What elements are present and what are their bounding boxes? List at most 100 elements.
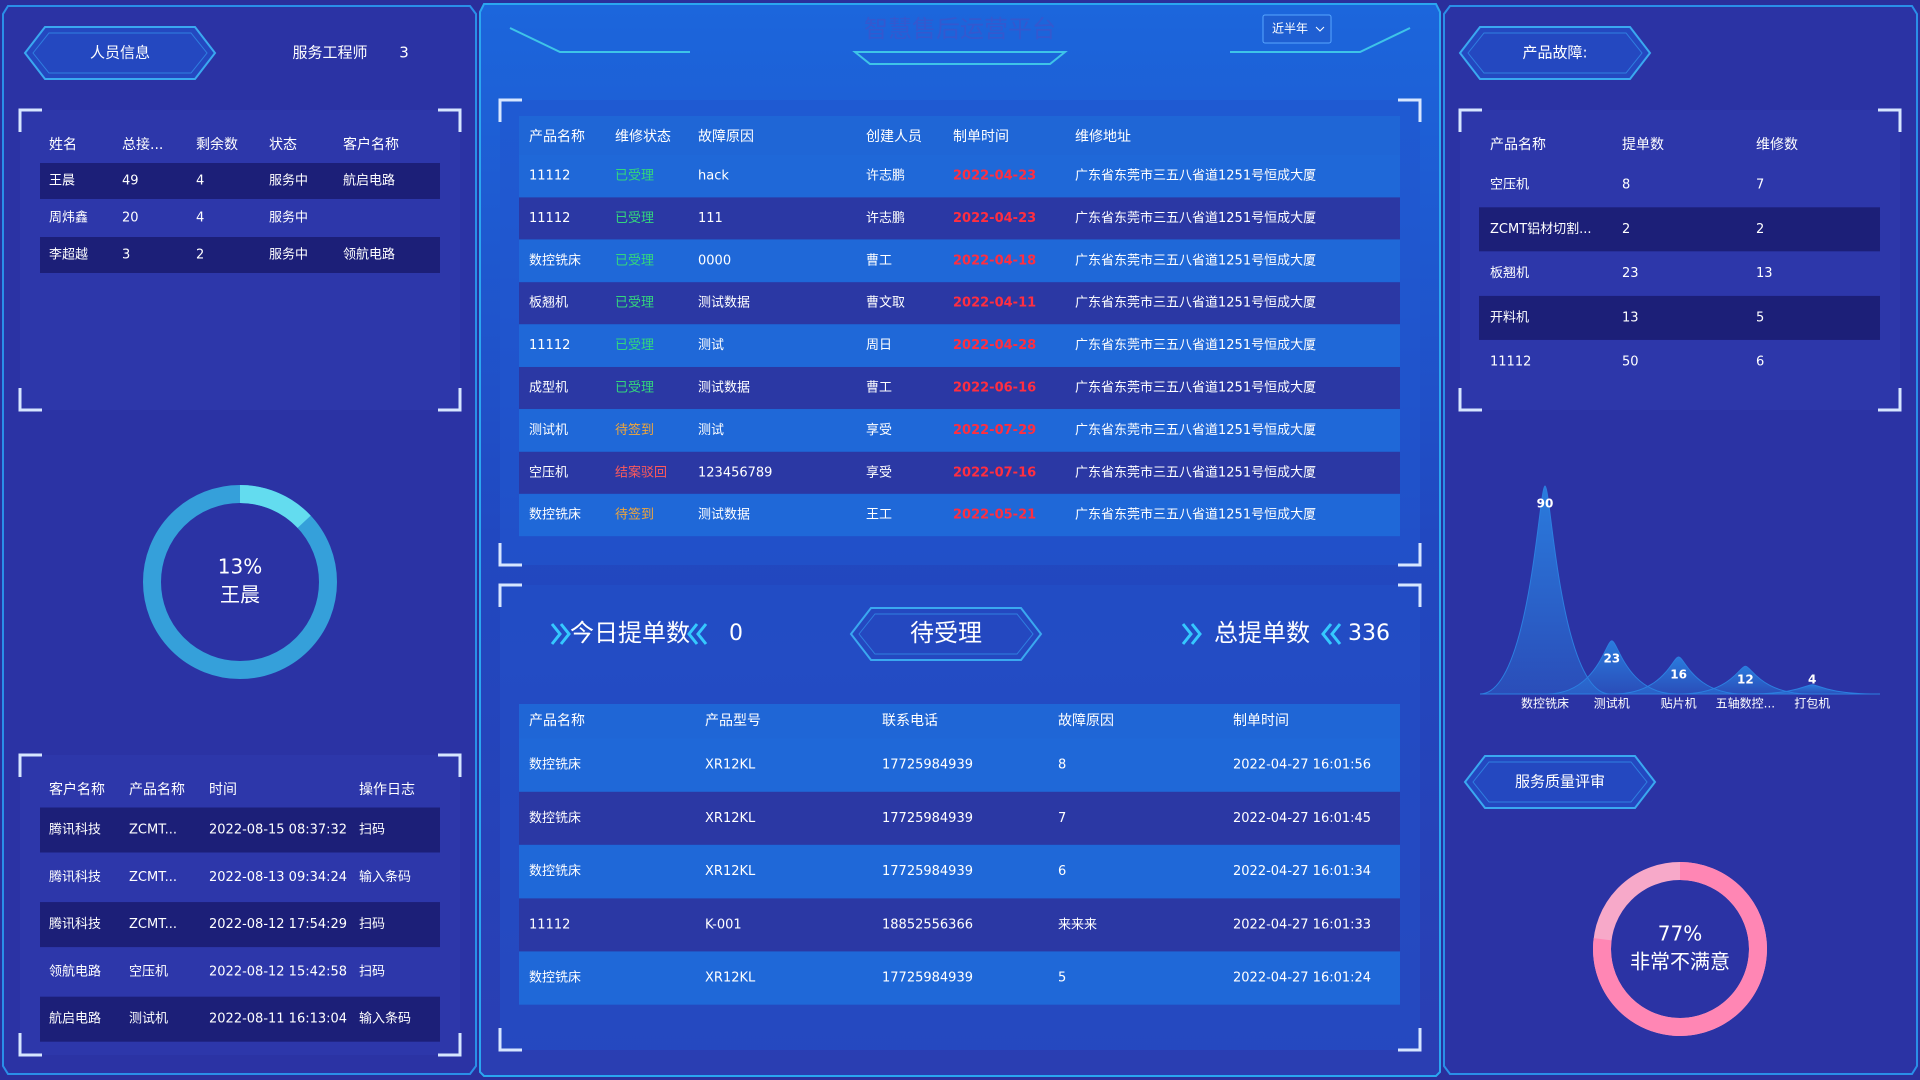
table-cell: 2022-04-27 16:01:34 xyxy=(1233,864,1371,879)
area-peak xyxy=(1479,485,1611,695)
table-cell: 50 xyxy=(1622,355,1639,370)
table-cell: 许志鹏 xyxy=(866,169,905,184)
table-cell: 6 xyxy=(1058,864,1066,879)
table-cell: 2022-04-27 16:01:33 xyxy=(1233,917,1371,932)
table-cell: 2022-07-16 xyxy=(953,465,1036,480)
table-cell: 周炜鑫 xyxy=(49,210,88,226)
row-band xyxy=(1479,295,1880,340)
table-cell: 2 xyxy=(1756,222,1764,237)
row-band xyxy=(519,197,1400,240)
column-header: 故障原因 xyxy=(1058,713,1114,729)
row-band xyxy=(40,902,440,948)
table-cell: 服务中 xyxy=(269,247,308,263)
row-band xyxy=(40,807,440,853)
table-cell: 已受理 xyxy=(615,169,654,184)
corner-bracket xyxy=(1878,388,1902,412)
ring-arc xyxy=(239,485,311,529)
table-cell: 空压机 xyxy=(129,964,168,979)
corner-bracket xyxy=(1878,108,1902,132)
table-cell: 2022-08-15 08:37:32 xyxy=(209,823,347,838)
x-tick-label: 数控铣床 xyxy=(1521,696,1569,711)
table-cell: 享受 xyxy=(866,464,892,480)
role-label: 服务工程师 xyxy=(292,44,367,62)
table-cell: 3 xyxy=(122,248,130,263)
table-cell: 2022-08-12 17:54:29 xyxy=(209,917,347,932)
table-cell: XR12KL xyxy=(705,971,756,986)
column-header: 客户名称 xyxy=(343,136,399,153)
column-header: 总接... xyxy=(122,136,163,153)
fault-frame xyxy=(1460,110,1900,410)
table-cell: 2022-04-27 16:01:24 xyxy=(1233,971,1371,986)
table-cell: 17725984939 xyxy=(882,758,973,773)
panel-title: 人员信息 xyxy=(90,44,150,62)
column-header: 提单数 xyxy=(1622,137,1664,153)
table-cell: XR12KL xyxy=(705,758,756,773)
column-header: 维修地址 xyxy=(1075,129,1131,145)
corner-bracket xyxy=(438,1033,462,1057)
table-cell: 已受理 xyxy=(615,253,654,268)
ring-value: 77% xyxy=(1658,922,1702,946)
column-header: 故障原因 xyxy=(698,129,754,145)
table-cell: 广东省东莞市三五八省道1251号恒成大厦 xyxy=(1075,295,1316,311)
x-tick-label: 打包机 xyxy=(1794,697,1830,711)
corner-bracket xyxy=(1458,388,1482,412)
table-cell: 腾讯科技 xyxy=(49,916,101,932)
table-cell: 服务中 xyxy=(269,173,308,189)
chevron-icon xyxy=(550,623,562,645)
deco-line xyxy=(1230,27,1411,53)
row-band xyxy=(40,163,440,199)
column-header: 联系电话 xyxy=(882,713,938,729)
table-cell: 曹工 xyxy=(866,381,892,396)
table-cell: 11112 xyxy=(1490,355,1531,370)
table-cell: 2 xyxy=(196,248,204,263)
table-cell: 5 xyxy=(1756,310,1764,325)
corner-bracket xyxy=(1398,98,1422,122)
table-cell: 2022-04-28 xyxy=(953,338,1036,353)
table-cell: 曹文取 xyxy=(866,296,905,311)
column-header: 制单时间 xyxy=(953,129,1009,145)
row-band xyxy=(519,845,1400,899)
table-cell: 2 xyxy=(1622,222,1630,237)
total-count: 336 xyxy=(1348,621,1390,646)
column-header: 状态 xyxy=(269,137,297,153)
corner-bracket xyxy=(498,98,522,122)
corner-bracket xyxy=(498,1028,522,1052)
row-band xyxy=(519,951,1400,1005)
chevron-icon xyxy=(1321,623,1333,645)
corner-bracket xyxy=(18,108,42,132)
peak-label: 16 xyxy=(1670,668,1687,682)
table-cell: 0000 xyxy=(698,253,731,268)
column-header: 产品型号 xyxy=(705,713,761,729)
table-cell: 输入条码 xyxy=(359,1011,411,1027)
table-cell: 2022-04-27 16:01:56 xyxy=(1233,758,1371,773)
table-cell: 111 xyxy=(698,211,723,226)
table-cell: 13 xyxy=(1622,310,1639,325)
table-cell: 开料机 xyxy=(1490,310,1529,325)
table-cell: 待签到 xyxy=(615,507,654,523)
table-cell: K-001 xyxy=(705,917,742,932)
badge xyxy=(849,607,1043,661)
period-dropdown[interactable] xyxy=(1262,14,1332,44)
table-cell: 广东省东莞市三五八省道1251号恒成大厦 xyxy=(1075,380,1316,396)
table-cell: 来来来 xyxy=(1058,917,1097,932)
peak-label: 90 xyxy=(1537,497,1554,511)
period-label[interactable]: 近半年 xyxy=(1272,22,1308,36)
dropdown-arrow xyxy=(1315,26,1325,32)
deco-line xyxy=(852,51,1068,65)
table-cell: 7 xyxy=(1058,811,1066,826)
x-tick-label: 五轴数控... xyxy=(1716,696,1775,711)
table-cell: 王工 xyxy=(866,508,892,523)
row-band xyxy=(519,324,1400,367)
table-cell: 2022-04-23 xyxy=(953,169,1036,184)
total-label: 总提单数 xyxy=(1214,619,1310,647)
peak-label: 23 xyxy=(1603,651,1620,665)
table-cell: 2022-08-13 09:34:24 xyxy=(209,870,347,885)
table-cell: 17725984939 xyxy=(882,811,973,826)
table-cell: 腾讯科技 xyxy=(49,822,101,838)
table-cell: 测试 xyxy=(698,338,724,353)
table-cell: 空压机 xyxy=(529,465,568,480)
table-cell: 11112 xyxy=(529,338,570,353)
table-cell: 2022-04-23 xyxy=(953,211,1036,226)
table-cell: 2022-08-11 16:13:04 xyxy=(209,1012,347,1027)
table-cell: 18852556366 xyxy=(882,917,973,932)
